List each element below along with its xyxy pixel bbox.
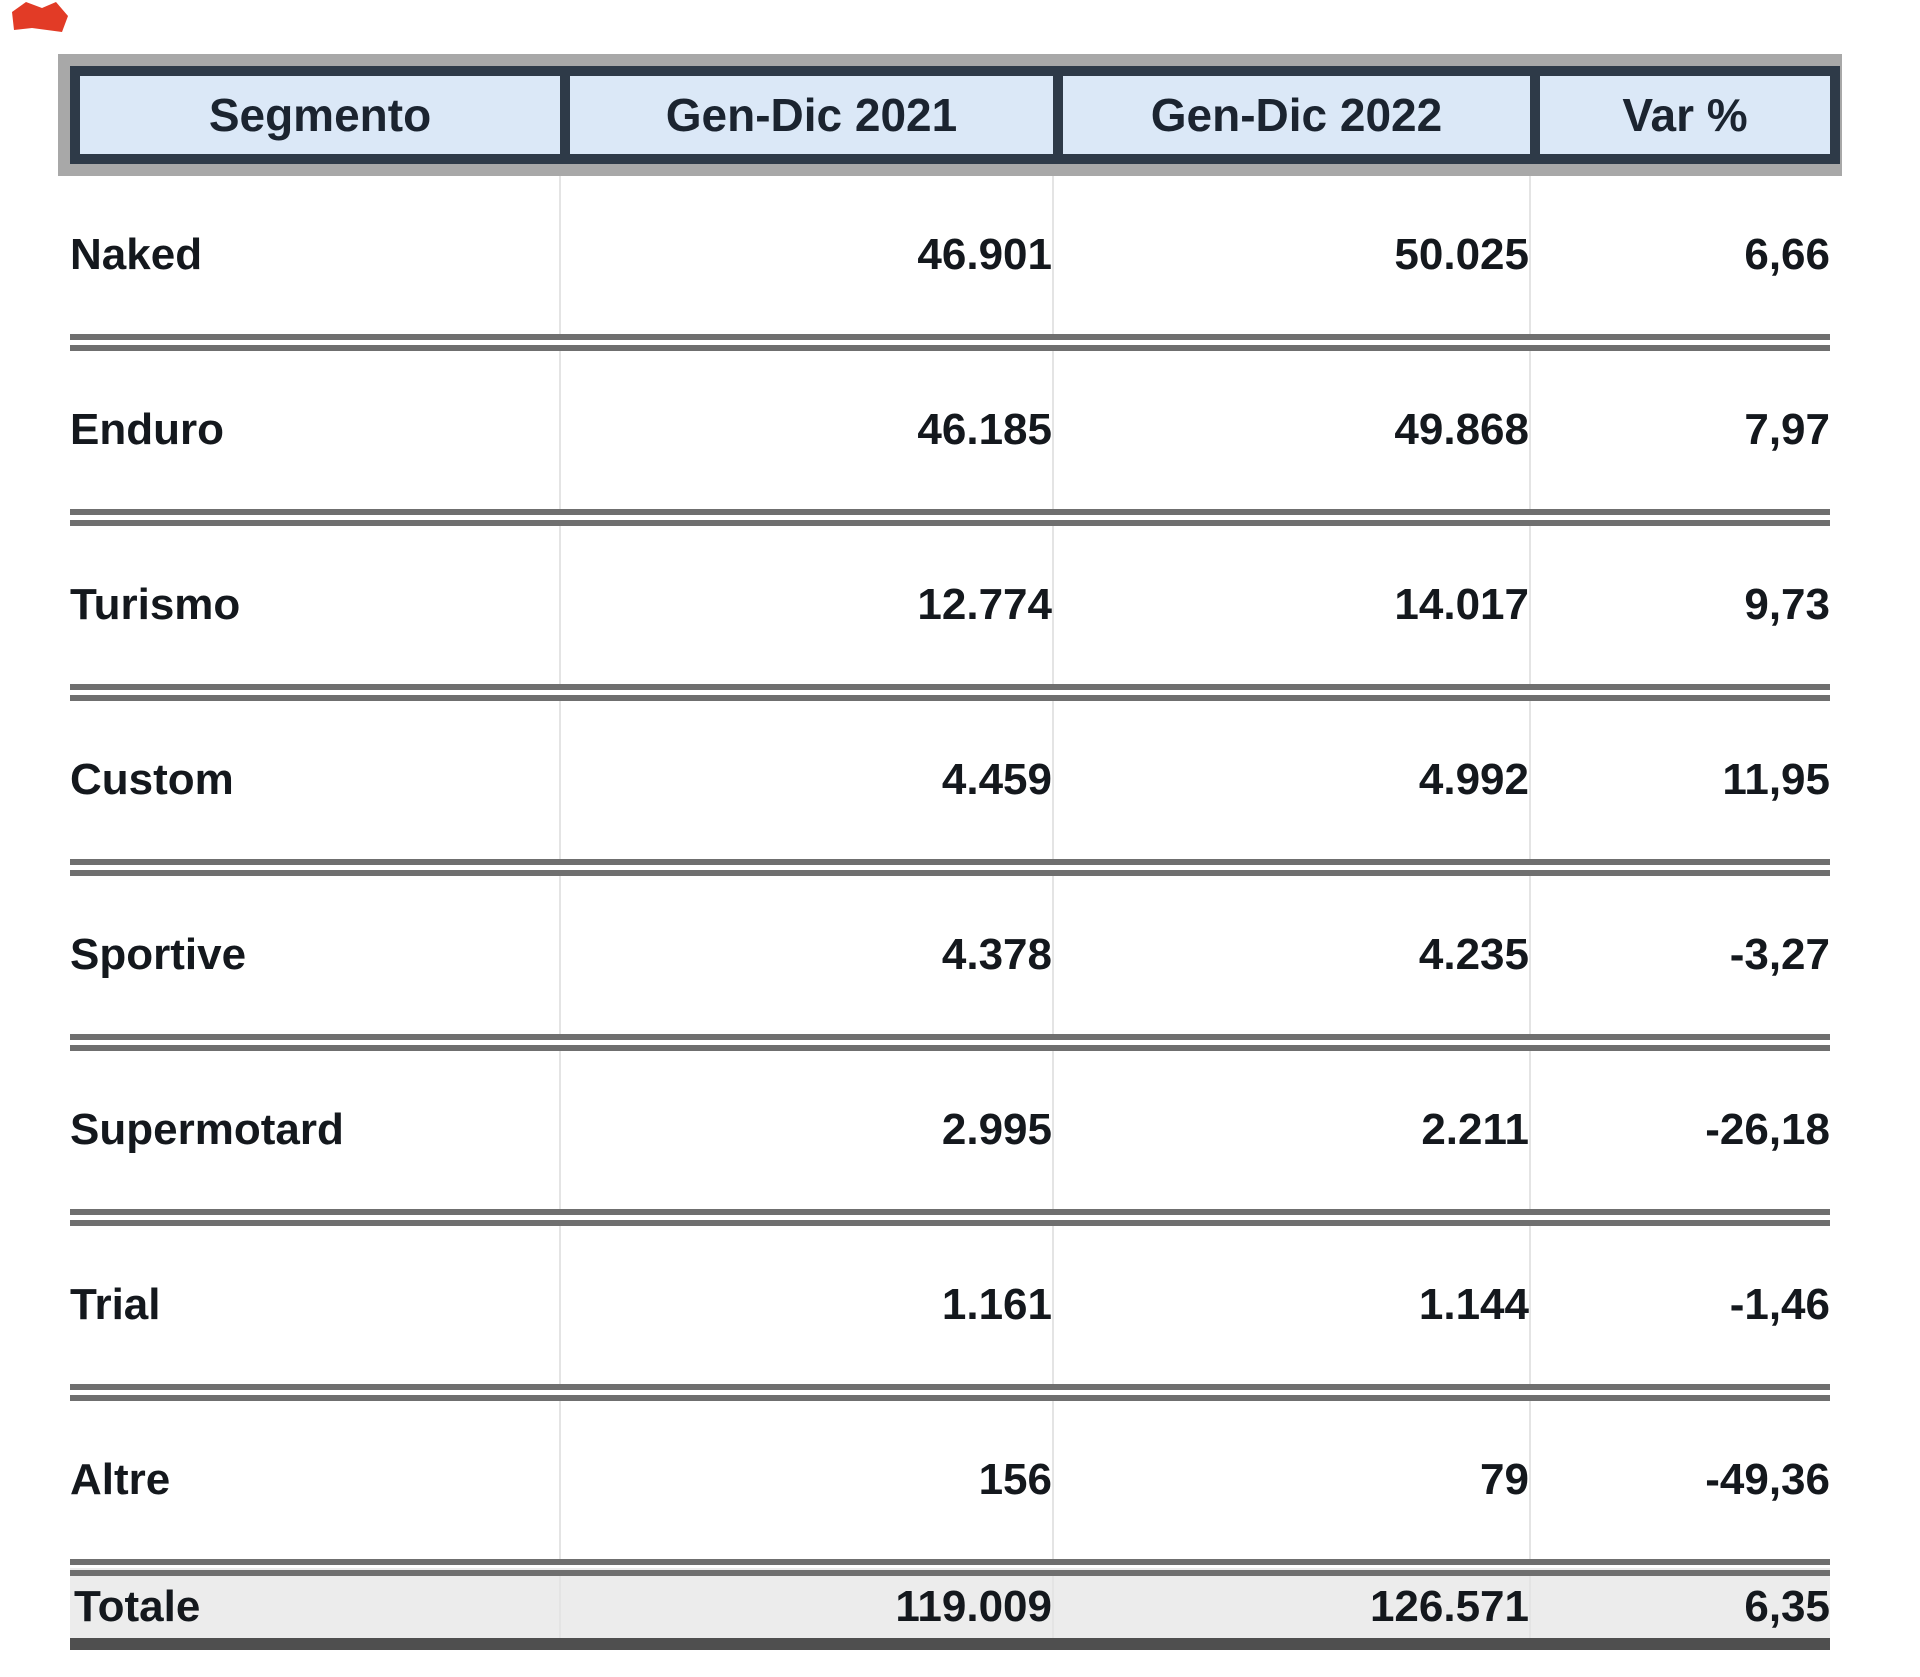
table-row: Custom 4.459 4.992 11,95 — [70, 692, 1830, 876]
table-row: Turismo 12.774 14.017 9,73 — [70, 517, 1830, 701]
red-scribble-artifact — [12, 2, 68, 32]
value-2021-cell: 1.161 — [559, 1217, 1053, 1401]
value-2021-cell: 46.901 — [559, 176, 1053, 351]
segment-cell: Supermotard — [70, 1042, 560, 1226]
table-row: Altre 156 79 -49,36 — [70, 1392, 1830, 1576]
value-2022-cell: 49.868 — [1052, 342, 1530, 526]
segment-cell: Altre — [70, 1392, 560, 1576]
segment-cell: Custom — [70, 692, 560, 876]
value-2022-cell: 50.025 — [1052, 176, 1530, 351]
value-2022-cell: 4.235 — [1052, 867, 1530, 1051]
var-pct-cell: -1,46 — [1529, 1217, 1830, 1401]
segment-cell: Turismo — [70, 517, 560, 701]
var-pct-cell: -3,27 — [1529, 867, 1830, 1051]
var-pct-cell: 7,97 — [1529, 342, 1830, 526]
value-2022-cell: 14.017 — [1052, 517, 1530, 701]
var-pct-cell: 6,66 — [1529, 176, 1830, 351]
var-pct-cell: 11,95 — [1529, 692, 1830, 876]
total-var-pct-cell: 6,35 — [1529, 1567, 1830, 1650]
var-pct-cell: 9,73 — [1529, 517, 1830, 701]
table-row: Trial 1.161 1.144 -1,46 — [70, 1217, 1830, 1401]
total-2021-cell: 119.009 — [559, 1567, 1053, 1650]
var-pct-cell: -49,36 — [1529, 1392, 1830, 1576]
segment-cell: Enduro — [70, 342, 560, 526]
segment-cell: Sportive — [70, 867, 560, 1051]
header-row: Segmento Gen-Dic 2021 Gen-Dic 2022 Var % — [70, 66, 1840, 164]
header-cell-gen-dic-2022: Gen-Dic 2022 — [1053, 66, 1540, 164]
value-2022-cell: 1.144 — [1052, 1217, 1530, 1401]
table-header-frame: Segmento Gen-Dic 2021 Gen-Dic 2022 Var % — [58, 54, 1842, 176]
value-2021-cell: 46.185 — [559, 342, 1053, 526]
header-cell-var-pct: Var % — [1530, 66, 1840, 164]
total-label-cell: Totale — [70, 1567, 560, 1650]
value-2021-cell: 2.995 — [559, 1042, 1053, 1226]
header-cell-segmento: Segmento — [70, 66, 570, 164]
table-row: Supermotard 2.995 2.211 -26,18 — [70, 1042, 1830, 1226]
header-cell-gen-dic-2021: Gen-Dic 2021 — [560, 66, 1063, 164]
table-row: Sportive 4.378 4.235 -3,27 — [70, 867, 1830, 1051]
value-2022-cell: 79 — [1052, 1392, 1530, 1576]
table-body: Naked 46.901 50.025 6,66 Enduro 46.185 4… — [70, 176, 1830, 1650]
segment-cell: Naked — [70, 176, 560, 351]
total-row: Totale 119.009 126.571 6,35 — [70, 1567, 1830, 1650]
table-header: Segmento Gen-Dic 2021 Gen-Dic 2022 Var % — [70, 66, 1840, 164]
value-2022-cell: 4.992 — [1052, 692, 1530, 876]
value-2021-cell: 156 — [559, 1392, 1053, 1576]
value-2022-cell: 2.211 — [1052, 1042, 1530, 1226]
value-2021-cell: 4.378 — [559, 867, 1053, 1051]
var-pct-cell: -26,18 — [1529, 1042, 1830, 1226]
segment-cell: Trial — [70, 1217, 560, 1401]
total-2022-cell: 126.571 — [1052, 1567, 1530, 1650]
value-2021-cell: 12.774 — [559, 517, 1053, 701]
value-2021-cell: 4.459 — [559, 692, 1053, 876]
segments-table: Segmento Gen-Dic 2021 Gen-Dic 2022 Var %… — [58, 54, 1842, 1650]
table-row: Naked 46.901 50.025 6,66 — [70, 176, 1830, 351]
table-row: Enduro 46.185 49.868 7,97 — [70, 342, 1830, 526]
